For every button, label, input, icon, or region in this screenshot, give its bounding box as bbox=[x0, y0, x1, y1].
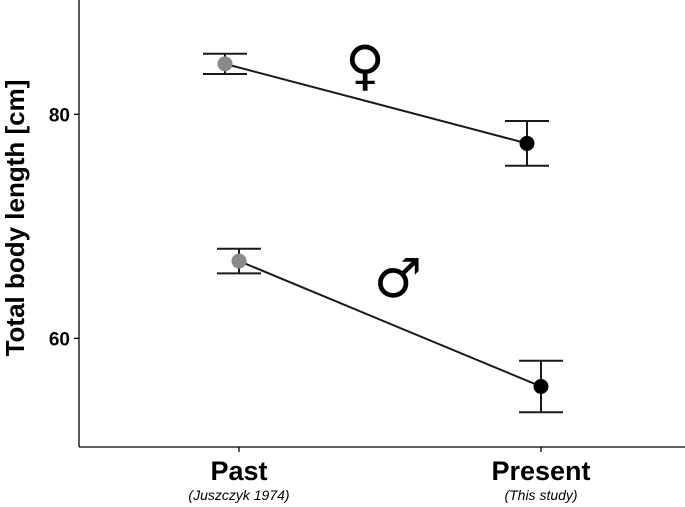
male-trend-line bbox=[238, 260, 542, 388]
y-axis-label: Total body length [cm] bbox=[0, 80, 30, 357]
male-point-1 bbox=[533, 379, 549, 395]
x-category-label-past: Past bbox=[210, 456, 267, 486]
x-category-label-present: Present bbox=[491, 456, 590, 486]
male-point-0 bbox=[231, 253, 247, 269]
female-symbol: ♀ bbox=[345, 34, 385, 97]
female-point-0 bbox=[217, 56, 233, 72]
y-tick-label-60: 60 bbox=[49, 329, 70, 350]
x-category-sublabel-present: (This study) bbox=[504, 487, 577, 503]
chart-marks: 60 80 Past(Juszczyk 1974) Present(This stud… bbox=[49, 34, 591, 503]
female-point-1 bbox=[519, 135, 535, 151]
x-category-sublabel-past: (Juszczyk 1974) bbox=[188, 487, 289, 503]
male-symbol: ♂ bbox=[374, 247, 422, 310]
y-tick-label-80: 80 bbox=[49, 105, 70, 126]
female-trend-line bbox=[224, 62, 528, 145]
